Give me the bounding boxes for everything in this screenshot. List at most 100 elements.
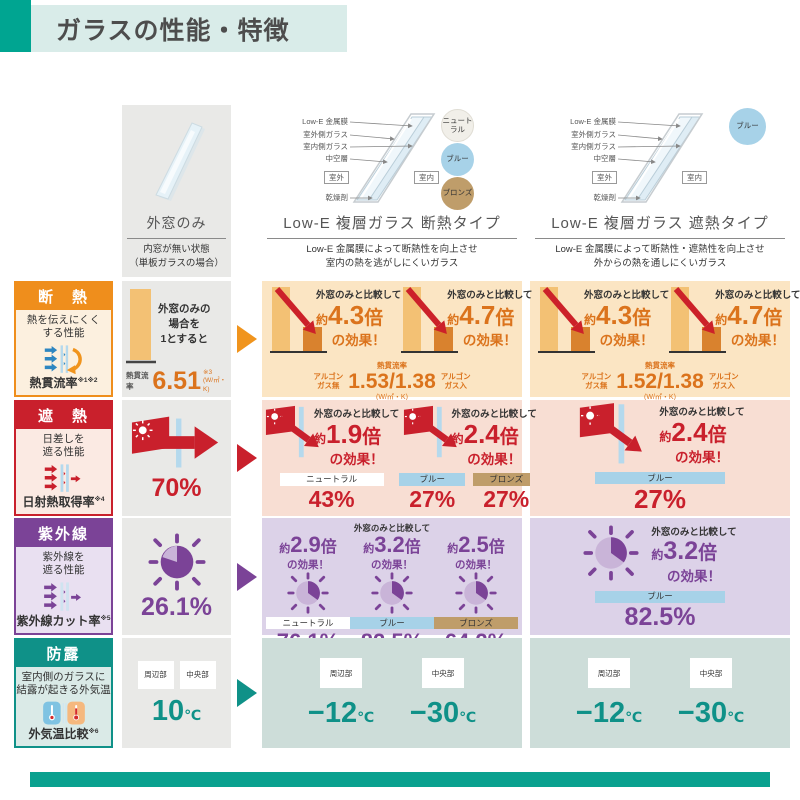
condensation-label-box: 防露 室内側のガラスに 結露が起きる外気温 外気温比較※6 bbox=[14, 638, 113, 748]
compare-block: 外窓のみと比較して 約4.3倍 の効果！ bbox=[270, 285, 401, 359]
edge-temperature: −12℃ bbox=[575, 697, 643, 729]
single-glass-icon bbox=[155, 122, 205, 201]
center-temperature-block: 中央部 −30℃ bbox=[410, 658, 476, 728]
uv-shanetsu-cell: 外窓のみと比較して 約3.2倍 の効果！ ブルー 82.5% bbox=[530, 518, 790, 635]
effect-value: 約2.4倍 bbox=[659, 417, 727, 448]
baseline-note: 外窓のみの 場合を 1とすると bbox=[158, 303, 211, 346]
uv-title: 紫外線 bbox=[16, 520, 111, 547]
double-glass-art: Low-E 金属膜 室外側ガラス 室内側ガラス 中空層 乾燥剤 室外 室内 ブル… bbox=[530, 105, 790, 211]
center-chip: 中央部 bbox=[690, 658, 732, 688]
u-value-line: 熱貫流率 6.51 ※3 (W/㎡・K) bbox=[126, 368, 227, 394]
shading-metric: 日射熱取得率※4 bbox=[22, 495, 105, 509]
label-outside: 室外 bbox=[324, 171, 349, 184]
shading-baseline-value: 70% bbox=[151, 474, 202, 502]
column-subtitle: 内窓が無い状態 （単板ガラスの場合） bbox=[129, 244, 224, 269]
u-value-block: 熱貫流率 1.52/1.38 (W/㎡・K) bbox=[616, 361, 704, 401]
column-title-outer-window: 外窓のみ bbox=[146, 215, 207, 231]
insulation-shanetsu-cell: 外窓のみと比較して 約4.3倍 の効果！ 外窓のみと比較して bbox=[530, 281, 800, 401]
label-outer-glass: 室外側ガラス bbox=[571, 130, 616, 139]
condensation-title: 防露 bbox=[16, 640, 111, 667]
label-outside: 室外 bbox=[592, 171, 617, 184]
shading-title: 遮 熱 bbox=[16, 402, 111, 429]
insulation-dannetsu-cell: 外窓のみと比較して 約4.3倍 の効果！ 外窓のみと比較して bbox=[262, 281, 532, 401]
swatch-blue: ブルー bbox=[729, 108, 766, 145]
uv-dannetsu-cell: 約2.9倍 の効果！ ニュートラル 76.1% 外窓のみと比較して bbox=[262, 518, 522, 654]
result-chips: ニュートラル 43% bbox=[279, 473, 384, 512]
compare-groups: 外窓のみと比較して 約4.3倍 の効果！ 外窓のみと比較して bbox=[266, 285, 532, 359]
center-temperature-block: 中央部 −30℃ bbox=[678, 658, 744, 728]
column-divider bbox=[535, 238, 785, 239]
insulation-label-box: 断 熱 熱を伝えにくく する性能 熱貫流率※1※2 bbox=[14, 281, 113, 397]
compare-block: 外窓のみと比較して 約4.7倍 の効果！ bbox=[401, 285, 532, 359]
double-glass-diagram-icon bbox=[349, 113, 436, 203]
thermometer-icon bbox=[42, 701, 85, 725]
insulation-desc: 熱を伝えにくく する性能 bbox=[26, 313, 101, 340]
insulation-title: 断 熱 bbox=[16, 283, 111, 310]
sun-deflect-icon bbox=[580, 403, 643, 464]
column-divider bbox=[267, 238, 517, 239]
argon-none-label: アルゴン ガス無 bbox=[581, 372, 612, 390]
shading-group-blue-bronze: 外窓のみと比較して 約2.4倍 の効果！ ブルー 27% ブロンズ 27% bbox=[399, 404, 540, 512]
label-desiccant: 乾燥剤 bbox=[325, 193, 349, 202]
bar-compare-icon bbox=[669, 287, 727, 353]
compare-block: 外窓のみと比較して 約2.4倍 の効果！ bbox=[575, 402, 745, 468]
row-uv: 紫外線 紫外線を 遮る性能 紫外線カット率※5 bbox=[0, 518, 800, 654]
compare-text: 外窓のみと比較して 約2.4倍 の効果！ bbox=[659, 407, 745, 466]
chip-blue: ブルー bbox=[595, 590, 725, 603]
column-header-lowe-insulation: Low-E 金属膜 室外側ガラス 室内側ガラス 中空層 乾燥剤 室外 室内 ニュ… bbox=[262, 105, 522, 277]
footer-bar bbox=[30, 772, 770, 787]
edge-temperature-block: 周辺部 −12℃ bbox=[308, 658, 374, 728]
effect-value: 約1.9倍 bbox=[314, 419, 382, 450]
center-chip: 中央部 bbox=[422, 658, 464, 688]
effect-value: 約2.4倍 bbox=[451, 419, 519, 450]
double-glass-art: Low-E 金属膜 室外側ガラス 室内側ガラス 中空層 乾燥剤 室外 室内 ニュ… bbox=[262, 105, 522, 211]
condensation-outer-only-cell: 周辺部 中央部 10℃ bbox=[122, 638, 231, 748]
column-divider bbox=[127, 238, 226, 239]
chip-bronze: ブロンズ bbox=[473, 473, 540, 486]
uv-label-box: 紫外線 紫外線を 遮る性能 紫外線カット率※5 bbox=[14, 518, 113, 635]
swatch-bronze: ブロンズ bbox=[441, 177, 474, 210]
center-temperature: −30℃ bbox=[677, 697, 745, 729]
row-condensation: 防露 室内側のガラスに 結露が起きる外気温 外気温比較※6 bbox=[0, 638, 800, 748]
baseline-temperature: 10℃ bbox=[151, 694, 202, 727]
compare-text: 外窓のみと比較して 約4.3倍 の効果！ bbox=[584, 290, 670, 348]
page-header: ガラスの性能・特徴 bbox=[31, 5, 347, 52]
result-blue: ブルー 27% bbox=[399, 473, 466, 512]
shading-dannetsu-cell: 外窓のみと比較して 約1.9倍 の効果！ ニュートラル 43% bbox=[262, 400, 540, 516]
insulation-metric: 熱貫流率※1※2 bbox=[29, 376, 98, 390]
baseline-bar-block: 外窓のみの 場合を 1とすると bbox=[126, 286, 227, 369]
column-title-lowe-shielding: Low-E 複層ガラス 遮熱タイプ bbox=[551, 215, 769, 232]
position-chips: 周辺部 中央部 bbox=[137, 660, 216, 689]
uv-group-bronze: 約2.5倍 の効果！ ブロンズ 64.2% bbox=[434, 523, 518, 655]
uv-group-neutral: 約2.9倍 の効果！ ニュートラル 76.1% bbox=[266, 523, 350, 655]
insulation-icon bbox=[44, 345, 82, 374]
compare-text: 外窓のみと比較して 約4.3倍 の効果！ bbox=[316, 290, 402, 348]
double-glass-diagram-icon bbox=[617, 113, 704, 203]
shading-outer-only-cell: 70% bbox=[122, 400, 231, 516]
result-bronze: ブロンズ 27% bbox=[473, 473, 540, 512]
swatch-neutral: ニュートラル bbox=[441, 109, 474, 142]
page-title: ガラスの性能・特徴 bbox=[56, 16, 290, 45]
column-subtitle: Low-E 金属膜によって断熱性・遮熱性を向上させ 外からの熱を通しにくいガラス bbox=[555, 244, 765, 269]
sun-deflect-icon bbox=[403, 406, 457, 458]
compare-text: 外窓のみと比較して 約4.7倍 の効果！ bbox=[715, 290, 800, 348]
compare-block: 外窓のみと比較して 約4.7倍 の効果！ bbox=[669, 285, 800, 359]
bar-compare-icon bbox=[270, 287, 327, 353]
column-subtitle: Low-E 金属膜によって断熱性を向上させ 室内の熱を逃がしにくいガラス bbox=[306, 244, 478, 269]
flow-arrow-purple bbox=[237, 562, 257, 591]
effect-value: 約4.7倍 bbox=[447, 300, 515, 330]
label-lowe-film: Low-E 金属膜 bbox=[302, 117, 348, 126]
shading-shanetsu-cell: 外窓のみと比較して 約2.4倍 の効果！ ブルー 27% bbox=[530, 400, 790, 516]
uv-sun-pie-icon bbox=[287, 572, 329, 614]
bar-compare-icon bbox=[538, 287, 595, 353]
uv-block-icon bbox=[43, 582, 81, 611]
label-air-layer: 中空層 bbox=[325, 154, 349, 163]
label-inner-glass: 室内側ガラス bbox=[571, 142, 616, 151]
effect-value: 約4.7倍 bbox=[715, 300, 783, 330]
effect-value: 約2.9倍 bbox=[279, 532, 337, 557]
uv-baseline-value: 26.1% bbox=[141, 593, 212, 621]
label-inside: 室内 bbox=[414, 171, 439, 184]
label-inside: 室内 bbox=[682, 171, 707, 184]
compare-text: 外窓のみと比較して 約3.2倍 の効果！ bbox=[651, 526, 737, 584]
